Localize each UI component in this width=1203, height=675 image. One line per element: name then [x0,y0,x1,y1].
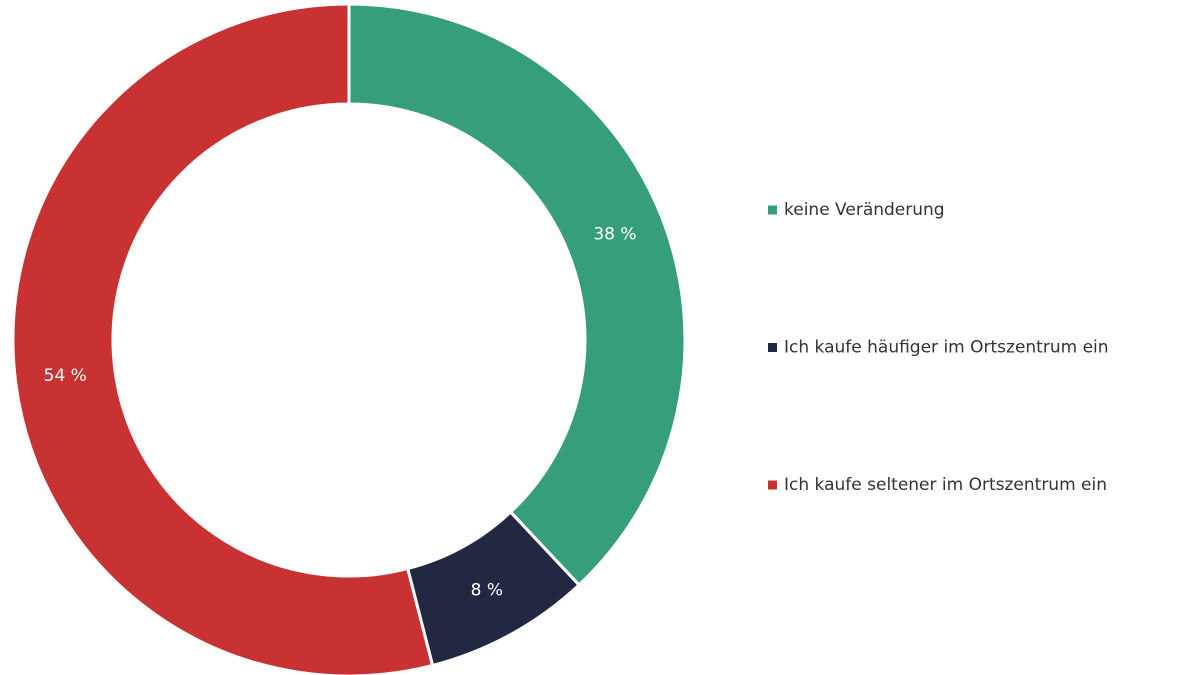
slice [11,2,435,675]
legend-label: Ich kaufe häufiger im Ortszentrum ein [784,338,1109,358]
legend-swatch [768,343,777,352]
value-label: 54 % [44,366,87,386]
legend-label: keine Veränderung [784,200,945,220]
legend-swatch [768,480,777,490]
legend-swatch [768,205,777,215]
slice [347,2,687,588]
legend-label: Ich kaufe seltener im Ortszentrum ein [784,475,1107,495]
value-label: 8 % [471,581,503,601]
value-label: 38 % [593,225,636,245]
